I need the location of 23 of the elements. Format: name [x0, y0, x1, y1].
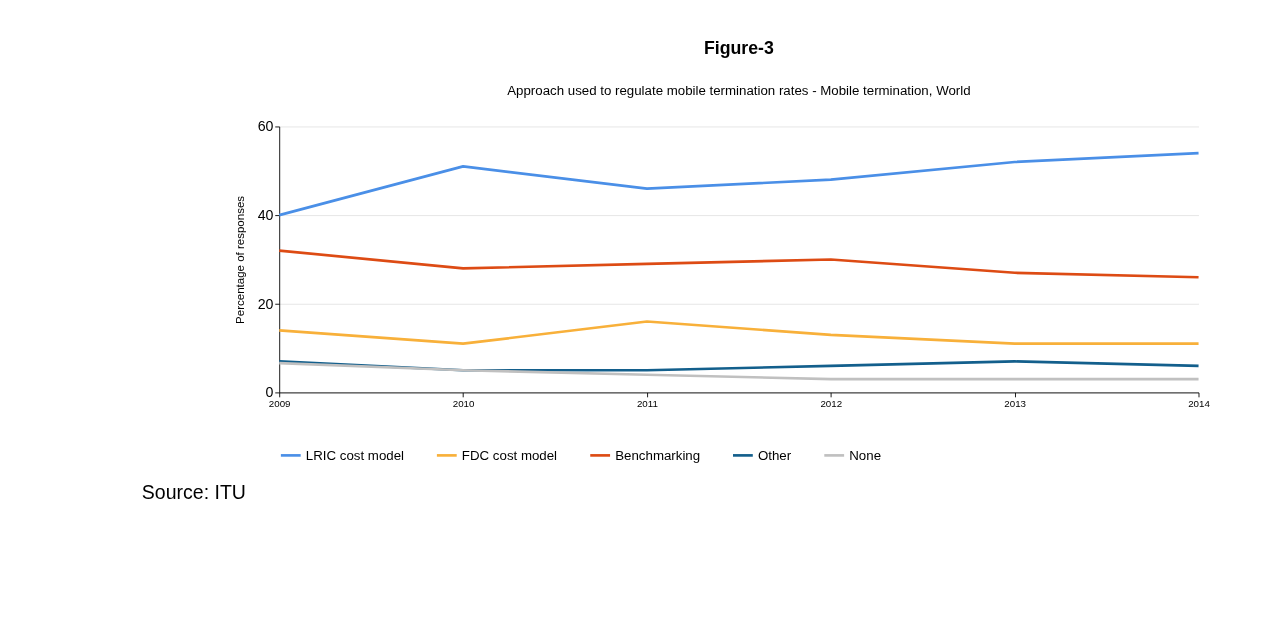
chart-title: Figure-3	[703, 37, 774, 58]
line-series	[277, 249, 1200, 279]
x-tick-label: 2014	[1188, 398, 1211, 410]
x-tick-label: 2009	[268, 398, 291, 410]
line-series	[277, 151, 1200, 217]
x-tick-label: 2010	[452, 398, 475, 410]
x-tick-label: 2011	[636, 398, 658, 410]
legend-label: Other	[757, 447, 792, 463]
y-tick-label: 40	[257, 207, 274, 224]
chart-subtitle: Approach used to regulate mobile termination rates - Mobile termination, World	[507, 82, 971, 98]
legend-label: LRIC cost model	[305, 447, 405, 463]
x-tick-label: 2012	[820, 398, 843, 410]
line-series	[277, 361, 1200, 381]
y-tick-label: 0	[265, 384, 274, 401]
x-tick-label: 2013	[1004, 398, 1026, 410]
line-series	[277, 320, 1200, 346]
y-axis-title: Percentage of responses	[234, 195, 247, 324]
legend-label: Benchmarking	[615, 447, 701, 463]
y-tick-label: 20	[257, 295, 274, 312]
source-note: Source: ITU	[141, 480, 246, 503]
legend-label: FDC cost model	[461, 447, 558, 463]
y-tick-label: 60	[257, 118, 274, 135]
legend-label: None	[849, 447, 882, 463]
